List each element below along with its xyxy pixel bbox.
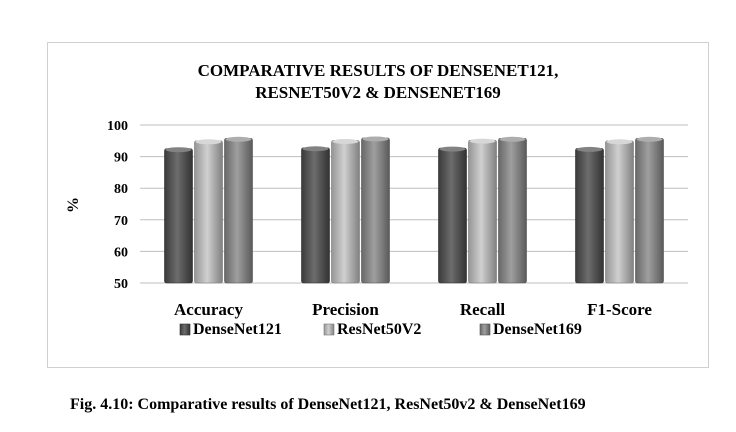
- legend-label: DenseNet169: [493, 321, 582, 338]
- bar: [164, 148, 193, 284]
- figure-caption: Fig. 4.10: Comparative results of DenseN…: [70, 396, 586, 413]
- bar-cap: [636, 136, 663, 142]
- x-category-label: Accuracy: [174, 300, 243, 319]
- legend-label: ResNet50V2: [337, 321, 421, 338]
- bar-cap: [225, 136, 252, 142]
- chart-title-line-2: RESNET50V2 & DENSENET169: [255, 83, 501, 102]
- bar-cap: [332, 138, 359, 144]
- y-tick-label: 100: [107, 119, 128, 134]
- bar-cap: [439, 146, 466, 152]
- bar: [361, 137, 390, 284]
- bar: [301, 147, 330, 284]
- bar: [635, 137, 664, 284]
- legend-swatch: [179, 323, 191, 336]
- bar: [194, 140, 223, 284]
- bar-cap: [362, 136, 389, 142]
- bar: [468, 139, 497, 284]
- x-category-label: Recall: [460, 300, 506, 319]
- bar-cap: [576, 146, 603, 152]
- bar: [438, 147, 467, 284]
- bar-cap: [606, 139, 633, 145]
- chart-title-line-1: COMPARATIVE RESULTS OF DENSENET121,: [198, 61, 559, 80]
- bar: [605, 140, 634, 284]
- bar-chart: COMPARATIVE RESULTS OF DENSENET121, RESN…: [65, 61, 688, 338]
- bar-cap: [302, 146, 329, 152]
- chart-frame: COMPARATIVE RESULTS OF DENSENET121, RESN…: [47, 42, 709, 368]
- bar: [331, 140, 360, 284]
- bar-cap: [469, 138, 496, 144]
- bar: [575, 148, 604, 284]
- bar-cap: [165, 147, 192, 153]
- bar: [224, 137, 253, 284]
- bar: [498, 137, 527, 284]
- y-axis-title: %: [65, 197, 82, 213]
- y-tick-label: 70: [114, 214, 128, 229]
- y-tick-label: 90: [114, 151, 128, 166]
- legend-label: DenseNet121: [193, 321, 282, 338]
- y-tick-label: 60: [114, 245, 128, 260]
- x-category-label: Precision: [312, 300, 379, 319]
- x-category-label: F1-Score: [587, 300, 652, 319]
- legend-swatch: [323, 323, 335, 336]
- y-tick-label: 50: [114, 277, 128, 292]
- bar-cap: [499, 136, 526, 142]
- y-tick-label: 80: [114, 182, 128, 197]
- legend-swatch: [479, 323, 491, 336]
- bar-cap: [195, 139, 222, 145]
